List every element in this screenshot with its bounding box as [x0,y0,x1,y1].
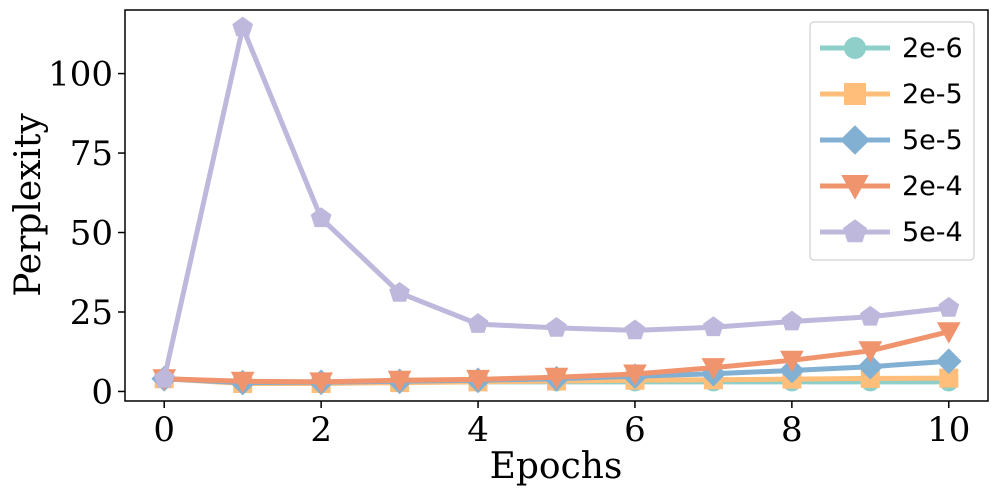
legend-entry-2e-6: 2e-6 [820,33,963,64]
legend-marker-5e-5 [840,125,870,155]
data-point-2e-4-3 [387,370,412,393]
series-5e-4 [153,16,960,388]
data-point-2e-4-4 [466,369,490,392]
x-tick-label-6: 6 [624,410,646,450]
x-tick-label-0: 0 [153,410,175,450]
data-point-5e-4-3 [389,282,410,302]
legend-entry-2e-5: 2e-5 [820,79,963,110]
data-point-5e-4-10 [938,296,960,317]
y-tick-label-75: 75 [70,134,113,174]
x-tick-label-4: 4 [467,410,489,450]
data-point-5e-5-10 [935,348,962,375]
data-point-5e-4-1 [232,16,254,37]
legend-label-2e-6: 2e-6 [902,33,963,64]
data-point-2e-4-5 [544,367,569,389]
series-2e-4 [152,322,961,394]
x-tick-label-10: 10 [927,410,970,450]
legend-frame [809,21,975,261]
legend-label-2e-5: 2e-5 [902,79,963,110]
data-point-2e-4-2 [309,372,333,394]
data-point-2e-4-8 [780,350,804,373]
data-point-2e-4-1 [230,371,255,394]
data-point-5e-4-8 [781,310,803,331]
data-point-5e-4-5 [546,317,567,337]
y-tick-label-100: 100 [48,55,113,95]
x-axis-label: Epochs [490,446,623,487]
data-point-5e-4-9 [859,305,881,326]
data-point-5e-5-9 [857,353,884,380]
legend-marker-2e-4 [841,175,869,200]
y-tick-label-0: 0 [91,372,113,412]
plot-lines [151,16,962,396]
data-point-2e-4-7 [701,358,726,380]
legend-label-5e-5: 5e-5 [902,125,963,156]
data-point-2e-4-6 [623,364,647,386]
legend-entry-2e-4: 2e-4 [820,171,963,202]
data-point-2e-4-9 [858,341,883,363]
y-tick-label-25: 25 [70,293,113,333]
data-point-2e-4-10 [936,322,961,344]
y-axis-label: Perplexity [8,113,49,297]
data-point-5e-4-7 [703,316,724,337]
data-point-5e-4-6 [624,319,646,340]
legend-marker-5e-4 [843,219,867,243]
legend-marker-2e-5 [844,83,866,105]
data-point-5e-4-4 [467,313,489,333]
data-point-5e-4-0 [153,367,175,388]
legend-marker-2e-6 [844,37,866,59]
y-tick-label-50: 50 [70,214,113,254]
x-tick-label-2: 2 [310,410,332,450]
legend: 2e-6 2e-5 5e-5 2e-4 5e-4 [809,21,975,261]
legend-entry-5e-5: 5e-5 [820,125,963,156]
legend-label-2e-4: 2e-4 [902,171,963,202]
x-tick-label-8: 8 [781,410,803,450]
data-point-5e-4-2 [310,207,332,228]
legend-entry-5e-4: 5e-4 [820,217,963,248]
legend-label-5e-4: 5e-4 [902,217,963,248]
data-point-2e-5-10 [939,368,959,388]
plot-frame [124,9,989,402]
